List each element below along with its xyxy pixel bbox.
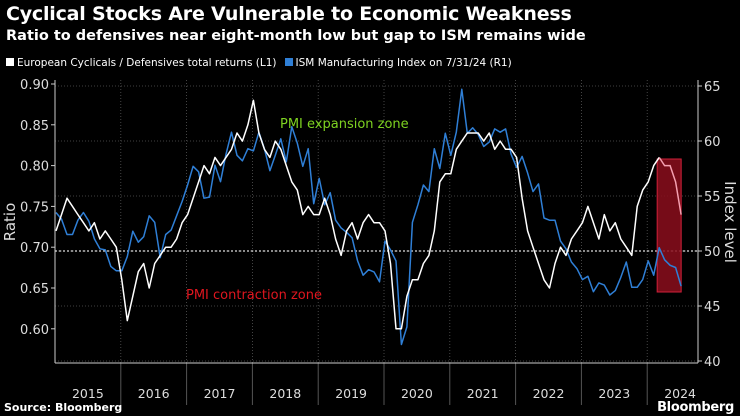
- x-tick-label: 2023: [598, 386, 630, 401]
- bloomberg-logo: Bloomberg: [657, 400, 734, 415]
- left-axis-title: Ratio: [1, 203, 19, 242]
- ratio-line: [55, 99, 660, 330]
- right-tick-label: 45: [704, 300, 721, 315]
- right-tick-label: 50: [704, 245, 721, 260]
- left-tick-label: 0.65: [20, 282, 49, 297]
- right-tick-label: 60: [704, 135, 721, 150]
- right-tick-label: 40: [704, 355, 721, 370]
- x-tick-label: 2020: [401, 386, 433, 401]
- left-tick-label: 0.60: [20, 323, 49, 338]
- x-tick-label: 2018: [269, 386, 301, 401]
- left-tick-label: 0.70: [20, 241, 49, 256]
- legend-label: European Cyclicals / Defensives total re…: [17, 57, 277, 69]
- x-tick-label: 2022: [533, 386, 565, 401]
- legend-swatch-blue: [284, 58, 293, 66]
- left-tick-label: 0.80: [20, 160, 49, 175]
- right-tick-label: 55: [704, 190, 721, 205]
- x-tick-label: 2016: [138, 386, 170, 401]
- contraction-zone-label: PMI contraction zone: [186, 288, 322, 303]
- x-tick-label: 2017: [204, 386, 236, 401]
- left-tick-label: 0.85: [20, 119, 49, 134]
- ism-line: [55, 88, 682, 346]
- expansion-zone-label: PMI expansion zone: [280, 117, 409, 132]
- legend-swatch-white: [6, 58, 14, 66]
- right-axis-title: Index level: [721, 181, 739, 263]
- right-tick-label: 65: [704, 80, 721, 95]
- legend: European Cyclicals / Defensives total re…: [6, 57, 512, 69]
- source-note: Source: Bloomberg: [4, 401, 123, 414]
- x-tick-label: 2015: [72, 386, 104, 401]
- x-tick-label: 2024: [664, 386, 696, 401]
- legend-item-ism: ISM Manufacturing Index on 7/31/24 (R1): [284, 57, 512, 69]
- highlight-box: [656, 158, 682, 293]
- chart-subtitle: Ratio to defensives near eight-month low…: [6, 28, 586, 44]
- left-tick-label: 0.90: [20, 78, 49, 93]
- ratio-line-highlighted: [658, 156, 682, 215]
- x-tick-label: 2021: [467, 386, 499, 401]
- x-tick-label: 2019: [335, 386, 367, 401]
- legend-item-ratio: European Cyclicals / Defensives total re…: [6, 57, 277, 69]
- left-tick-label: 0.75: [20, 200, 49, 215]
- chart-title: Cyclical Stocks Are Vulnerable to Econom…: [6, 3, 572, 25]
- legend-label: ISM Manufacturing Index on 7/31/24 (R1): [295, 57, 512, 69]
